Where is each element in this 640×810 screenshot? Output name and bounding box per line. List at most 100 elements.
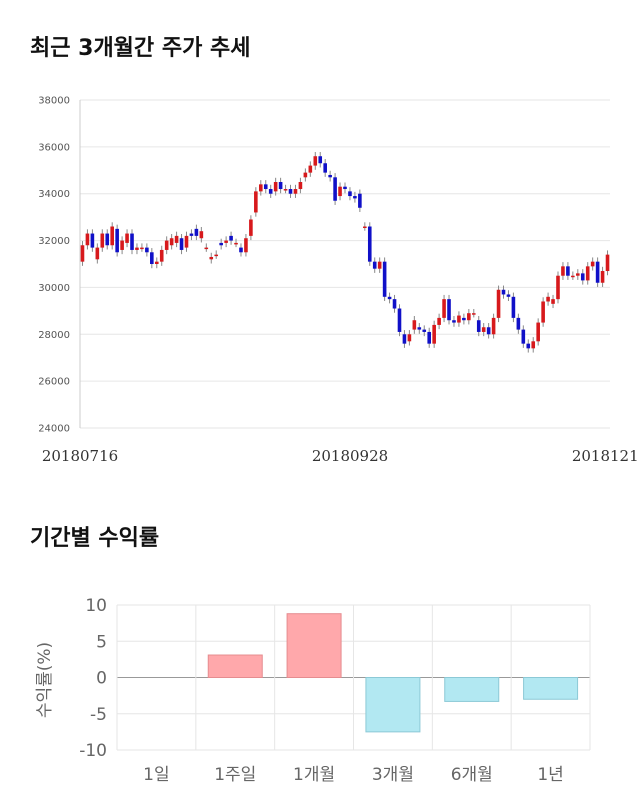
candle-body — [130, 233, 134, 250]
candle-y-tick-label: 38000 — [38, 96, 70, 107]
candle-y-tick-label: 30000 — [38, 283, 70, 294]
candle-body — [387, 296, 392, 300]
candle-body — [397, 308, 402, 332]
candle-body — [571, 275, 575, 278]
candle-body — [273, 182, 278, 192]
candle — [590, 257, 595, 271]
candle-body — [367, 226, 372, 262]
candle — [467, 308, 471, 325]
candle — [476, 316, 481, 337]
returns-bar-chart: 10 5 0 -5 -10 1일 1주일 1개월 3개월 6개월 1년 수익률(%) — [35, 596, 591, 785]
candle — [501, 285, 506, 299]
candle — [526, 339, 531, 353]
candle — [471, 308, 476, 318]
candle — [491, 313, 496, 339]
candle-body — [204, 247, 209, 250]
candle — [204, 243, 209, 252]
candle — [318, 152, 323, 168]
candle-body — [194, 228, 199, 236]
candle — [457, 311, 461, 327]
candle-body — [491, 317, 496, 335]
candle — [516, 313, 521, 334]
candle — [234, 238, 238, 248]
candle-body — [437, 317, 441, 325]
candle — [85, 229, 90, 250]
candle — [382, 257, 387, 302]
candle-body — [140, 247, 144, 250]
candle — [595, 257, 600, 287]
candle — [254, 187, 258, 217]
candle — [531, 337, 536, 353]
candle-body — [372, 261, 377, 269]
candle — [308, 161, 313, 177]
candle-body — [298, 182, 303, 190]
candle-body — [496, 289, 501, 318]
candle — [363, 222, 367, 231]
candle — [199, 226, 204, 243]
candle-body — [590, 261, 595, 267]
candle — [154, 257, 159, 269]
returns-bar — [207, 654, 263, 679]
candle — [184, 231, 189, 252]
candle — [229, 231, 233, 245]
candle — [95, 243, 100, 264]
candle-body — [521, 329, 526, 344]
candle — [189, 229, 194, 241]
candle-body — [189, 233, 194, 236]
candle — [283, 184, 288, 194]
candle-body — [90, 233, 95, 248]
candle-y-tick-label: 34000 — [38, 189, 70, 200]
candle-body — [278, 182, 283, 190]
candle-body — [164, 240, 169, 250]
returns-bar — [523, 677, 579, 700]
candle — [288, 184, 293, 198]
candle — [367, 222, 372, 266]
returns-y-ticks: 10 5 0 -5 -10 — [79, 596, 107, 761]
candle-body — [536, 322, 540, 342]
returns-y-tick-label: -10 — [79, 741, 107, 761]
candle-y-tick-label: 28000 — [38, 330, 70, 341]
candle-body — [447, 299, 451, 321]
candle — [412, 316, 417, 334]
returns-grid — [116, 604, 591, 751]
candle-body — [486, 327, 491, 335]
candle — [402, 330, 407, 348]
candle-body — [382, 261, 387, 297]
candle — [169, 234, 174, 250]
candle-body — [462, 317, 466, 321]
returns-bar — [365, 677, 421, 733]
candlestick-x-ticks: 20180716 20180928 20181211 — [42, 447, 640, 465]
candle — [164, 236, 169, 255]
candle — [585, 262, 590, 285]
candle-body — [566, 266, 570, 276]
candle — [551, 294, 555, 309]
candle-body — [120, 240, 124, 250]
candle — [462, 313, 466, 325]
returns-x-tick-label: 3개월 — [372, 765, 414, 785]
candle-body — [576, 273, 580, 276]
candle — [258, 180, 263, 196]
candle — [486, 323, 491, 339]
candle — [145, 243, 149, 257]
candle — [576, 269, 580, 280]
candle — [333, 173, 337, 205]
price-chart-title: 최근 3개월간 주가 추세 — [30, 36, 251, 61]
candle — [268, 184, 273, 198]
candle-body — [308, 165, 313, 173]
candle-body — [481, 327, 486, 332]
returns-x-tick-label: 1일 — [143, 765, 169, 785]
candle — [115, 224, 119, 257]
candle — [343, 182, 347, 194]
candle — [353, 191, 357, 203]
candle-body — [268, 189, 273, 194]
candle — [80, 241, 85, 266]
candle — [313, 152, 318, 170]
candle — [397, 304, 402, 337]
candle — [377, 257, 382, 273]
candle-body — [229, 235, 233, 241]
candle-body — [392, 299, 397, 309]
returns-y-tick-label: 0 — [96, 669, 107, 689]
candlestick-marks — [80, 152, 610, 353]
candle — [214, 250, 219, 259]
candle-body — [422, 329, 427, 332]
